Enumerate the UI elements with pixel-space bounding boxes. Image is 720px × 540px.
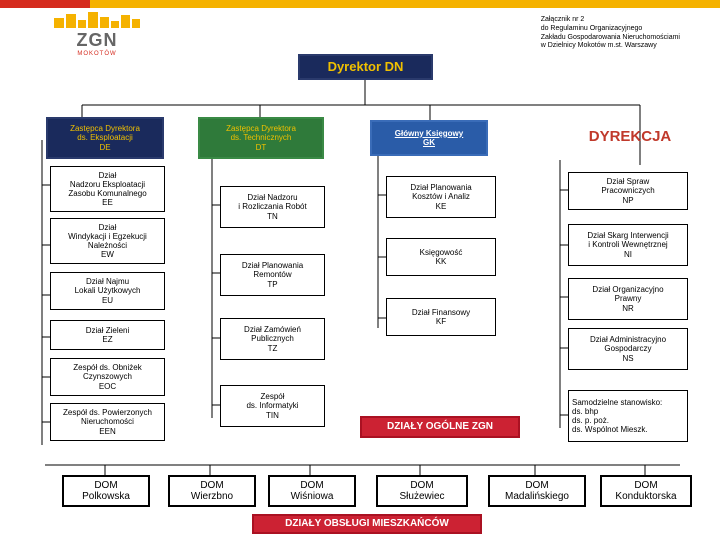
dom-6: DOMKonduktorska: [600, 475, 692, 507]
box-nr: Dział Organizacyjno Prawny NR: [568, 278, 688, 320]
dom-2: DOMWierzbno: [168, 475, 256, 507]
box-ns: Dział Administracyjno Gospodarczy NS: [568, 328, 688, 370]
box-ee: Dział Nadzoru Eksploatacji Zasobu Komuna…: [50, 166, 165, 212]
box-tz: Dział Zamówień Publicznych TZ: [220, 318, 325, 360]
deputy-gk: Główny Księgowy GK: [370, 120, 488, 156]
box-eu: Dział Najmu Lokali Użytkowych EU: [50, 272, 165, 310]
deputy-de: Zastępca Dyrektora ds. Eksploatacji DE: [46, 117, 164, 159]
box-tin: Zespół ds. Informatyki TIN: [220, 385, 325, 427]
box-een: Zespół ds. Powierzonych Nieruchomości EE…: [50, 403, 165, 441]
logo-zg: ZGN: [52, 30, 142, 51]
box-ez: Dział Zieleni EZ: [50, 320, 165, 350]
logo-mok: MOKOTÓW: [52, 51, 142, 57]
box-ew: Dział Windykacji i Egzekucji Należności …: [50, 218, 165, 264]
dom-4: DOMSłużewiec: [376, 475, 468, 507]
header-text: Załącznik nr 2 do Regulaminu Organizacyj…: [541, 16, 680, 51]
box-ke: Dział Planowania Kosztów i Analiz KE: [386, 176, 496, 218]
deputy-dt: Zastępca Dyrektora ds. Technicznych DT: [198, 117, 324, 159]
dom-3: DOMWiśniowa: [268, 475, 356, 507]
box-kk: Księgowość KK: [386, 238, 496, 276]
dom-5: DOMMadalińskiego: [488, 475, 586, 507]
director-dn: Dyrektor DN: [298, 54, 433, 80]
box-solo: Samodzielne stanowisko: ds. bhp ds. p. p…: [568, 390, 688, 442]
logo: ZGN MOKOTÓW: [52, 12, 142, 57]
dom-1: DOMPolkowska: [62, 475, 150, 507]
dyrekcja-label: DYREKCJA: [570, 125, 690, 149]
box-tp: Dział Planowania Remontów TP: [220, 254, 325, 296]
box-np: Dział Spraw Pracowniczych NP: [568, 172, 688, 210]
dom-label: DZIAŁY OBSŁUGI MIESZKAŃCÓW: [252, 514, 482, 534]
ogolne-label: DZIAŁY OGÓLNE ZGN: [360, 416, 520, 438]
box-ni: Dział Skarg Interwencji i Kontroli Wewnę…: [568, 224, 688, 266]
box-eoc: Zespół ds. Obniżek Czynszowych EOC: [50, 358, 165, 396]
box-tn: Dział Nadzoru i Rozliczania Robót TN: [220, 186, 325, 228]
box-kf: Dział Finansowy KF: [386, 298, 496, 336]
